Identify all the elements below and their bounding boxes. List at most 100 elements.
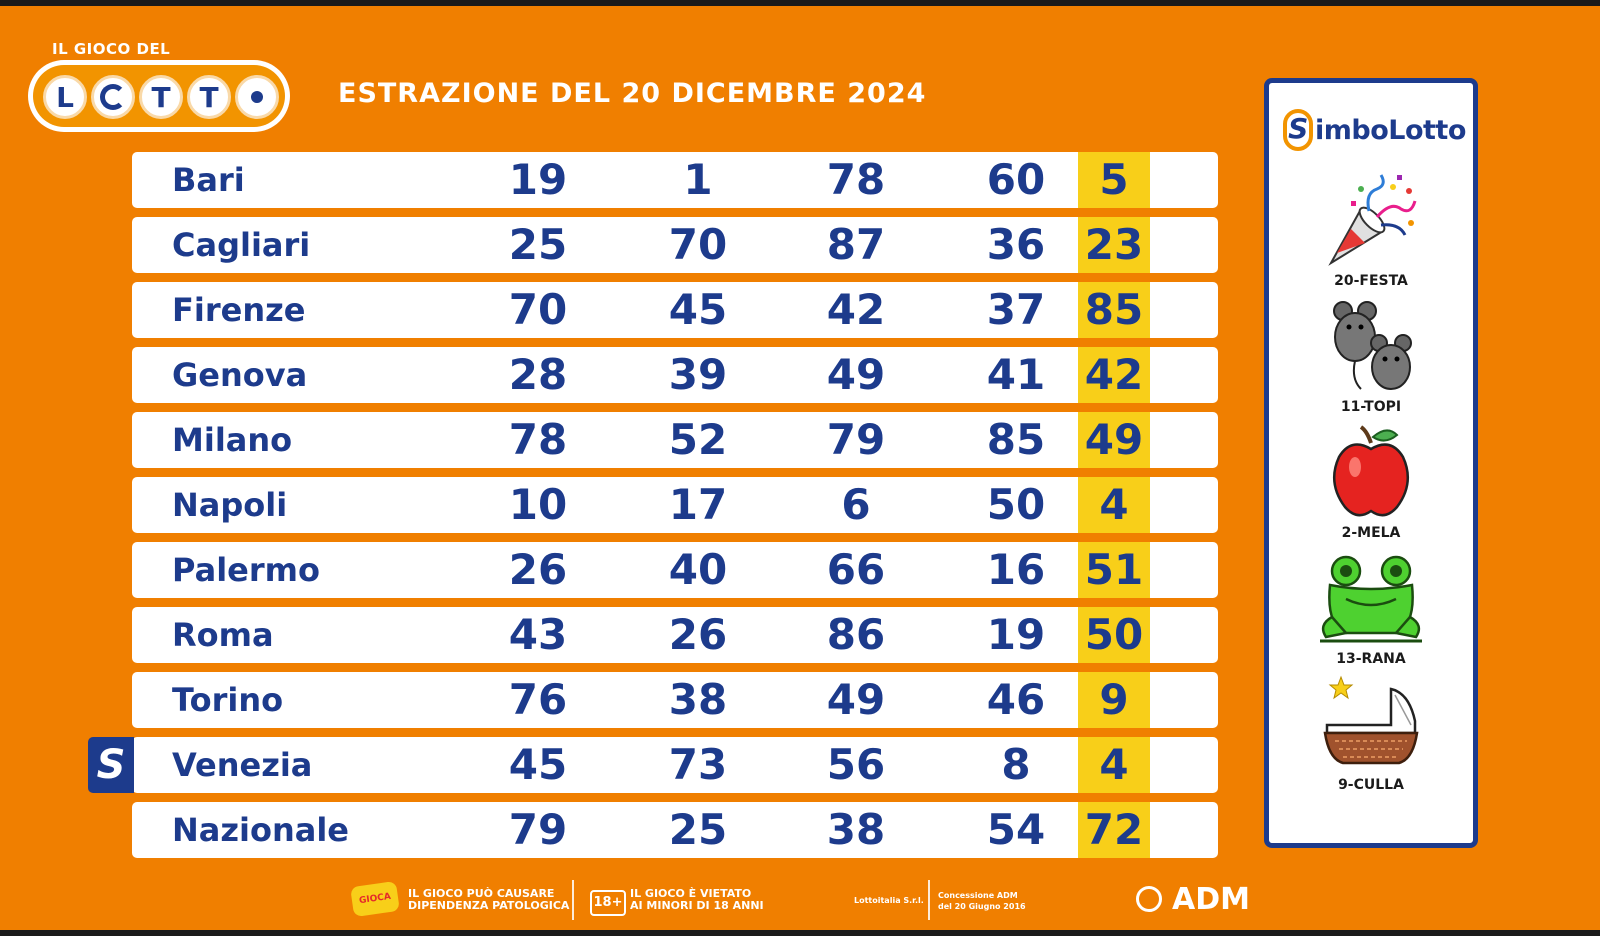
drawn-number: 78 bbox=[826, 155, 886, 204]
symbol-mela: 2-MELA bbox=[1269, 423, 1473, 541]
highlight-cell bbox=[1078, 412, 1150, 468]
logo-ball-dot-icon bbox=[235, 75, 279, 119]
city-name: Napoli bbox=[172, 486, 288, 524]
drawn-number-highlighted: 85 bbox=[1084, 285, 1144, 334]
cradle-icon bbox=[1323, 675, 1419, 765]
drawn-number: 78 bbox=[508, 415, 568, 464]
symbol-label: 20-FESTA bbox=[1334, 273, 1408, 289]
simbolotto-title: S imboLotto bbox=[1283, 109, 1473, 151]
highlight-cell bbox=[1078, 477, 1150, 533]
simbolotto-wheel-badge: S bbox=[88, 737, 134, 793]
table-row: Roma 43 26 86 19 50 bbox=[132, 607, 1218, 663]
drawn-number: 49 bbox=[826, 350, 886, 399]
city-name: Milano bbox=[172, 421, 293, 459]
apple-icon bbox=[1332, 425, 1410, 517]
drawn-number: 38 bbox=[668, 675, 728, 724]
drawn-number: 70 bbox=[508, 285, 568, 334]
drawn-number: 10 bbox=[508, 480, 568, 529]
drawn-number: 70 bbox=[668, 220, 728, 269]
city-name: Cagliari bbox=[172, 226, 311, 264]
footer: GIOCA IL GIOCO PUÒ CAUSARE DIPENDENZA PA… bbox=[0, 866, 1600, 920]
drawn-number: 19 bbox=[508, 155, 568, 204]
city-name: Roma bbox=[172, 616, 274, 654]
drawn-number: 50 bbox=[986, 480, 1046, 529]
drawn-number: 40 bbox=[668, 545, 728, 594]
table-row: Firenze 70 45 42 37 85 bbox=[132, 282, 1218, 338]
drawn-number: 25 bbox=[668, 805, 728, 854]
drawn-number: 19 bbox=[986, 610, 1046, 659]
highlight-cell bbox=[1078, 347, 1150, 403]
drawn-number: 66 bbox=[826, 545, 886, 594]
drawn-number: 45 bbox=[668, 285, 728, 334]
responsible-gaming-logo: GIOCA bbox=[350, 880, 400, 918]
drawn-number: 16 bbox=[986, 545, 1046, 594]
drawn-number: 36 bbox=[986, 220, 1046, 269]
table-row: Palermo 26 40 66 16 51 bbox=[132, 542, 1218, 598]
drawn-number-highlighted: 50 bbox=[1084, 610, 1144, 659]
drawn-number: 1 bbox=[683, 155, 713, 204]
party-popper-icon bbox=[1328, 174, 1417, 266]
symbol-culla: 9-CULLA bbox=[1269, 675, 1473, 793]
symbol-label: 9-CULLA bbox=[1338, 777, 1404, 793]
table-row: Milano 78 52 79 85 49 bbox=[132, 412, 1218, 468]
drawn-number: 46 bbox=[986, 675, 1046, 724]
drawn-number-highlighted: 4 bbox=[1099, 740, 1129, 789]
drawn-number: 28 bbox=[508, 350, 568, 399]
footer-age-warning: IL GIOCO È VIETATO AI MINORI DI 18 ANNI bbox=[630, 887, 764, 912]
footer-concession: Concessione ADM del 20 Giugno 2016 bbox=[938, 891, 1026, 911]
drawn-number: 54 bbox=[986, 805, 1046, 854]
symbol-topi: 11-TOPI bbox=[1269, 297, 1473, 415]
page-title: ESTRAZIONE DEL 20 DICEMBRE 2024 bbox=[338, 78, 927, 109]
drawn-number: 37 bbox=[986, 285, 1046, 334]
drawn-number-highlighted: 42 bbox=[1084, 350, 1144, 399]
drawn-number: 79 bbox=[826, 415, 886, 464]
drawn-number: 43 bbox=[508, 610, 568, 659]
symbol-rana: 13-RANA bbox=[1269, 549, 1473, 667]
drawn-number: 73 bbox=[668, 740, 728, 789]
drawn-number: 26 bbox=[508, 545, 568, 594]
city-name: Nazionale bbox=[172, 811, 349, 849]
mice-icon bbox=[1333, 301, 1412, 390]
logo-ball-t2: T bbox=[187, 75, 231, 119]
drawn-number: 45 bbox=[508, 740, 568, 789]
drawn-number-highlighted: 51 bbox=[1084, 545, 1144, 594]
drawn-number: 87 bbox=[826, 220, 886, 269]
highlight-cell bbox=[1078, 542, 1150, 598]
drawn-number-highlighted: 23 bbox=[1084, 220, 1144, 269]
city-name: Genova bbox=[172, 356, 308, 394]
table-row: Bari 19 1 78 60 5 bbox=[132, 152, 1218, 208]
logo-ball-t1: T bbox=[139, 75, 183, 119]
highlight-cell bbox=[1078, 282, 1150, 338]
drawn-number: 38 bbox=[826, 805, 886, 854]
table-row: Cagliari 25 70 87 36 23 bbox=[132, 217, 1218, 273]
drawn-number: 85 bbox=[986, 415, 1046, 464]
drawn-number: 6 bbox=[841, 480, 871, 529]
table-row: Napoli 10 17 6 50 4 bbox=[132, 477, 1218, 533]
table-row: Genova 28 39 49 41 42 bbox=[132, 347, 1218, 403]
footer-divider bbox=[572, 880, 574, 920]
highlight-cell bbox=[1078, 802, 1150, 858]
drawn-number: 86 bbox=[826, 610, 886, 659]
city-name: Torino bbox=[172, 681, 284, 719]
drawn-number: 8 bbox=[1001, 740, 1031, 789]
drawn-number: 41 bbox=[986, 350, 1046, 399]
drawn-number: 39 bbox=[668, 350, 728, 399]
highlight-cell bbox=[1078, 672, 1150, 728]
footer-company: Lottoitalia S.r.l. bbox=[854, 896, 924, 905]
drawn-number: 42 bbox=[826, 285, 886, 334]
drawn-number-highlighted: 49 bbox=[1084, 415, 1144, 464]
simbolotto-panel: S imboLotto 20-FESTA bbox=[1264, 78, 1478, 848]
screen: IL GIOCO DEL L T T ESTRAZIONE DEL 20 DIC… bbox=[0, 6, 1600, 930]
symbol-label: 13-RANA bbox=[1336, 651, 1406, 667]
table-row: Venezia 45 73 56 8 4 S bbox=[88, 737, 1218, 793]
city-name: Palermo bbox=[172, 551, 320, 589]
drawn-number: 25 bbox=[508, 220, 568, 269]
footer-divider bbox=[928, 880, 930, 920]
adm-emblem-icon bbox=[1136, 886, 1162, 912]
table-row: Torino 76 38 49 46 9 bbox=[132, 672, 1218, 728]
frog-icon bbox=[1320, 555, 1422, 643]
footer-warning: IL GIOCO PUÒ CAUSARE DIPENDENZA PATOLOGI… bbox=[408, 887, 570, 912]
drawn-number: 49 bbox=[826, 675, 886, 724]
drawn-number: 52 bbox=[668, 415, 728, 464]
logo-ball-l: L bbox=[43, 75, 87, 119]
